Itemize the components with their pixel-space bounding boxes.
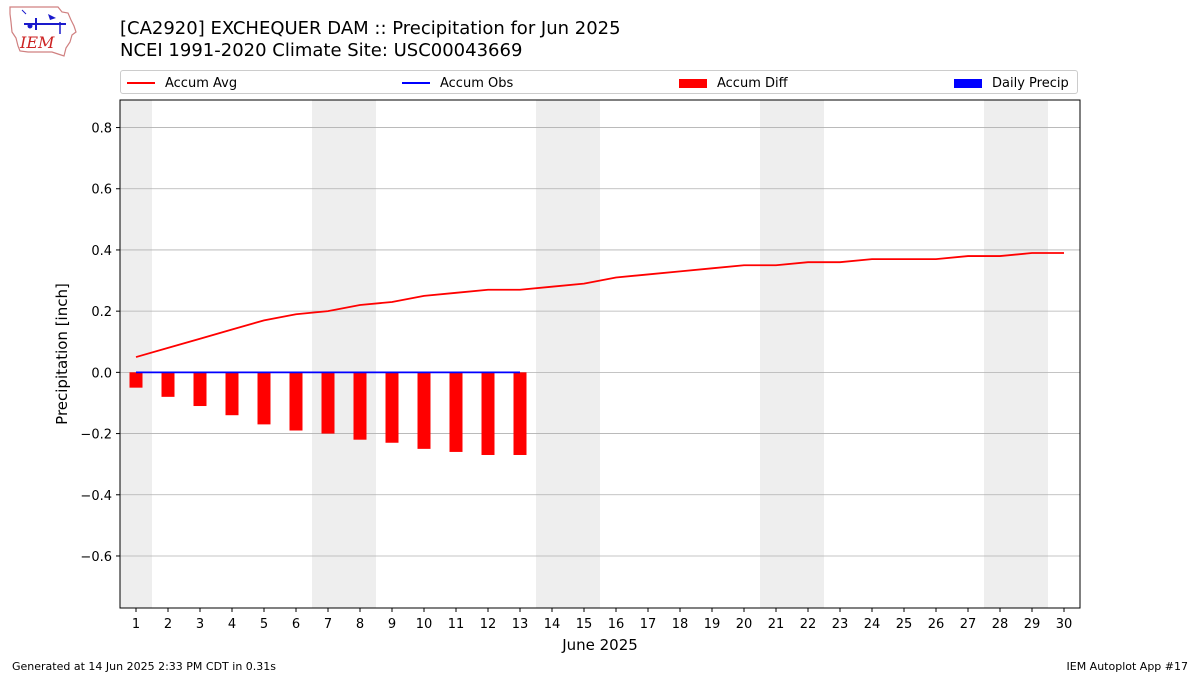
x-tick-label-16: 16	[608, 617, 625, 632]
x-tick-label-8: 8	[356, 617, 364, 632]
bar-accum-diff-4	[225, 372, 239, 416]
y-axis-label: Precipitation [inch]	[53, 283, 71, 425]
x-tick-label-25: 25	[896, 617, 913, 632]
x-tick-label-24: 24	[864, 617, 881, 632]
accum-diff-bars	[129, 372, 527, 455]
bar-accum-diff-12	[481, 372, 495, 455]
axis-ticks: −0.6−0.4−0.20.00.20.40.60.81 2 3 4 5 6 7 8 9 10 11…	[80, 122, 1072, 632]
legend-item-accum-diff: Accum Diff	[679, 74, 788, 92]
x-tick-label-11: 11	[448, 617, 465, 632]
x-tick-label-28: 28	[992, 617, 1009, 632]
bar-accum-diff-7	[321, 372, 335, 434]
bar-accum-diff-6	[289, 372, 303, 431]
x-tick-label-14: 14	[544, 617, 561, 632]
footer-generated: Generated at 14 Jun 2025 2:33 PM CDT in …	[12, 660, 277, 673]
bar-accum-diff-3	[193, 372, 207, 407]
bar-accum-diff-1	[129, 372, 143, 388]
x-tick-label-26: 26	[928, 617, 945, 632]
weekend-shading	[120, 100, 1048, 608]
x-tick-label-7: 7	[324, 617, 332, 632]
weekend-band-4	[984, 100, 1048, 608]
line-accum-avg	[135, 252, 1064, 358]
legend-item-daily-precip: Daily Precip	[954, 74, 1069, 92]
x-tick-label-19: 19	[704, 617, 721, 632]
x-tick-label-4: 4	[228, 617, 236, 632]
x-tick-label-9: 9	[388, 617, 396, 632]
x-tick-label-29: 29	[1024, 617, 1041, 632]
x-tick-label-15: 15	[576, 617, 593, 632]
x-tick-label-21: 21	[768, 617, 785, 632]
y-tick-label-0: −0.6	[80, 550, 112, 565]
legend-label-accum-diff: Accum Diff	[717, 75, 788, 91]
legend-label-daily-precip: Daily Precip	[992, 75, 1069, 91]
footer-app: IEM Autoplot App #17	[1066, 660, 1189, 673]
bar-accum-diff-10	[417, 372, 431, 449]
x-tick-label-22: 22	[800, 617, 817, 632]
x-tick-label-30: 30	[1056, 617, 1073, 632]
legend-swatch-daily-precip	[954, 78, 982, 88]
chart-title: [CA2920] EXCHEQUER DAM :: Precipitation …	[120, 18, 621, 39]
chart-subtitle: NCEI 1991-2020 Climate Site: USC00043669	[120, 40, 523, 61]
x-tick-label-5: 5	[260, 617, 268, 632]
y-tick-label-1: −0.4	[80, 489, 112, 504]
x-tick-label-12: 12	[480, 617, 497, 632]
y-tick-label-2: −0.2	[80, 428, 112, 443]
x-tick-label-1: 1	[132, 617, 140, 632]
bar-accum-diff-2	[161, 372, 175, 397]
x-tick-label-23: 23	[832, 617, 849, 632]
x-tick-label-17: 17	[640, 617, 657, 632]
weekend-band-1	[312, 100, 376, 608]
weekend-band-3	[760, 100, 824, 608]
bar-accum-diff-8	[353, 372, 367, 440]
legend-item-accum-obs: Accum Obs	[402, 74, 513, 92]
y-tick-label-7: 0.8	[91, 122, 112, 137]
bar-accum-diff-11	[449, 372, 463, 452]
x-tick-label-18: 18	[672, 617, 689, 632]
x-tick-label-27: 27	[960, 617, 977, 632]
x-tick-label-13: 13	[512, 617, 529, 632]
x-axis-label: June 2025	[561, 636, 638, 654]
legend-swatch-accum-diff	[679, 78, 707, 88]
bar-accum-diff-13	[513, 372, 527, 455]
grid-lines	[120, 127, 1080, 557]
x-tick-label-2: 2	[164, 617, 172, 632]
y-tick-label-6: 0.6	[91, 183, 112, 198]
logo-text: IEM	[19, 33, 55, 52]
x-tick-label-6: 6	[292, 617, 300, 632]
legend: Accum Avg Accum Obs Accum Diff Daily Pre…	[120, 70, 1078, 94]
x-tick-label-10: 10	[416, 617, 433, 632]
x-tick-label-20: 20	[736, 617, 753, 632]
legend-swatch-accum-avg	[127, 82, 155, 84]
y-tick-label-5: 0.4	[91, 244, 112, 259]
x-tick-label-3: 3	[196, 617, 204, 632]
legend-swatch-accum-obs	[402, 82, 430, 84]
legend-label-accum-avg: Accum Avg	[165, 75, 238, 91]
bar-accum-diff-9	[385, 372, 399, 443]
bar-accum-diff-5	[257, 372, 271, 425]
y-tick-label-4: 0.2	[91, 305, 112, 320]
legend-label-accum-obs: Accum Obs	[440, 75, 514, 91]
series-lines	[135, 252, 1064, 374]
legend-item-accum-avg: Accum Avg	[127, 74, 237, 92]
iem-logo: IEM	[9, 6, 77, 57]
weekend-band-2	[536, 100, 600, 608]
plot-frame	[119, 99, 1081, 609]
y-tick-label-3: 0.0	[91, 366, 112, 381]
